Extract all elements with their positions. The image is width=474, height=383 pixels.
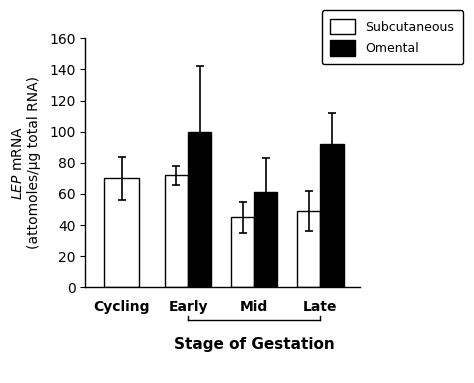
Bar [254, 192, 277, 287]
Bar [188, 132, 211, 287]
Bar [165, 175, 188, 287]
Text: Stage of Gestation: Stage of Gestation [174, 337, 335, 352]
Bar [231, 217, 254, 287]
Bar [297, 211, 320, 287]
Bar [320, 144, 344, 287]
Y-axis label: $\it{LEP}$ mRNA
(attomoles/μg total RNA): $\it{LEP}$ mRNA (attomoles/μg total RNA) [10, 76, 41, 249]
Legend: Subcutaneous, Omental: Subcutaneous, Omental [322, 10, 463, 64]
Bar [104, 178, 139, 287]
